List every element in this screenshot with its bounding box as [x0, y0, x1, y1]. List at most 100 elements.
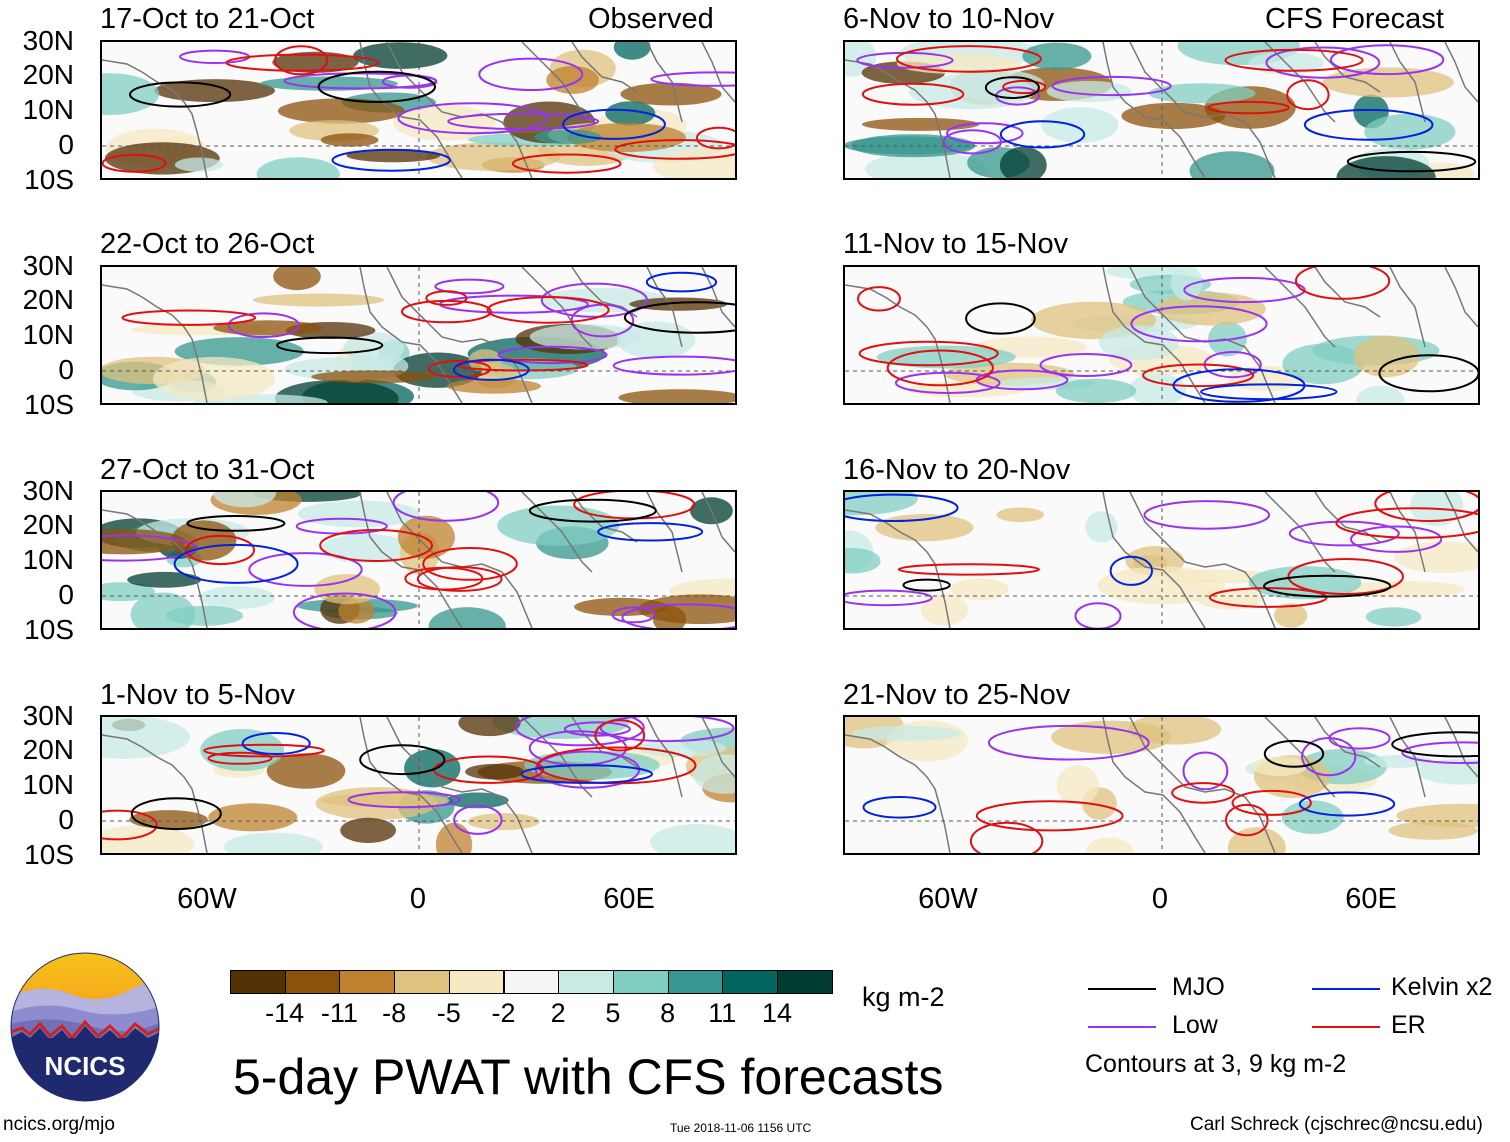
- y-tick: 10N: [22, 769, 74, 800]
- pwat-anomaly-blob: [428, 607, 506, 628]
- pwat-anomaly-blob: [1251, 756, 1308, 777]
- pwat-anomaly-blob: [213, 492, 277, 508]
- low-contour: [434, 278, 505, 295]
- mjo-contour: [902, 578, 951, 592]
- contours-note: Contours at 3, 9 kg m-2: [1085, 1050, 1347, 1078]
- map-panel-obs-2: [100, 265, 737, 405]
- low-contour: [1143, 500, 1271, 530]
- pwat-anomaly-blob: [321, 533, 411, 564]
- er-contour: [1207, 100, 1290, 115]
- pwat-anomaly-blob: [272, 51, 359, 73]
- pwat-anomaly-blob: [102, 582, 155, 602]
- pwat-anomaly-blob: [1086, 837, 1134, 853]
- map-panel-fcst-1-svg: [845, 42, 1478, 178]
- coastline: [1314, 267, 1381, 318]
- map-panel-obs-2-svg: [102, 267, 735, 403]
- panel-title-obs-3: 27-Oct to 31-Oct: [100, 454, 315, 486]
- pwat-anomaly-blob: [1041, 107, 1119, 143]
- pwat-anomaly-blob: [154, 79, 275, 103]
- low-contour: [1349, 525, 1443, 553]
- pwat-anomaly-blob: [446, 378, 541, 394]
- pwat-anomaly-blob: [851, 725, 961, 741]
- colorbar-unit: kg m-2: [862, 982, 945, 1012]
- pwat-anomaly-blob: [213, 320, 323, 336]
- low-contour: [1183, 276, 1306, 304]
- pwat-anomaly-blob: [174, 157, 224, 172]
- low-contour: [845, 589, 933, 607]
- er-contour: [422, 547, 518, 581]
- legend-line-er: [1312, 1026, 1380, 1028]
- colorbar-swatch: [339, 970, 396, 994]
- pwat-anomaly-blob: [999, 146, 1047, 178]
- low-contour: [946, 122, 1024, 145]
- pwat-anomaly-blob: [629, 297, 728, 311]
- kelvin-contour: [520, 764, 654, 784]
- low-contour: [1329, 44, 1445, 76]
- coastline: [646, 492, 683, 573]
- y-tick: 30N: [22, 25, 74, 56]
- pwat-anomaly-blob: [297, 500, 420, 528]
- legend-line-low: [1088, 1026, 1156, 1028]
- mjo-contour: [129, 81, 232, 108]
- panel-title-obs-2: 22-Oct to 26-Oct: [100, 228, 315, 260]
- map-panel-fcst-4: [843, 715, 1480, 855]
- y-tick: 20N: [22, 509, 74, 540]
- coastline: [1129, 492, 1276, 628]
- coastline: [1102, 717, 1206, 853]
- coastline: [521, 492, 593, 573]
- pwat-anomaly-blob: [198, 586, 275, 610]
- pwat-anomaly-blob: [458, 717, 521, 737]
- low-contour: [611, 606, 656, 624]
- colorbar-swatch: [230, 970, 286, 994]
- low-contour: [397, 102, 548, 135]
- legend-label-low: Low: [1172, 1011, 1218, 1039]
- map-panel-obs-4: [100, 715, 737, 855]
- y-tick: 20N: [22, 59, 74, 90]
- pwat-anomaly-blob: [320, 133, 379, 147]
- x-tick-right-0: 0: [1151, 883, 1169, 915]
- kelvin-contour: [452, 358, 530, 381]
- map-panel-fcst-3: [843, 490, 1480, 630]
- mjo-contour: [1391, 731, 1478, 758]
- coastline: [1389, 42, 1426, 123]
- x-tick-left-60w: 60W: [177, 883, 237, 915]
- low-contour: [1182, 751, 1229, 791]
- pwat-anomaly-blob: [340, 817, 396, 843]
- coastline: [102, 734, 208, 853]
- y-tick: 0: [58, 804, 74, 835]
- low-contour: [392, 492, 500, 522]
- pwat-anomaly-blob: [845, 548, 881, 574]
- y-tick: 10N: [22, 94, 74, 125]
- pwat-anomaly-blob: [223, 832, 323, 853]
- pwat-anomaly-blob: [1121, 102, 1226, 129]
- pwat-anomaly-blob: [1099, 325, 1179, 361]
- low-contour: [1301, 736, 1357, 777]
- legend-line-kelvin: [1312, 988, 1380, 990]
- pwat-anomaly-blob: [620, 82, 722, 106]
- er-contour: [207, 751, 273, 765]
- pwat-anomaly-blob: [875, 514, 974, 542]
- coastline: [701, 492, 735, 553]
- low-contour: [1039, 353, 1133, 377]
- pwat-anomaly-blob: [638, 594, 735, 624]
- map-panel-obs-4-svg: [102, 717, 735, 853]
- coastline: [1444, 717, 1478, 778]
- mjo-contour: [359, 744, 446, 776]
- pwat-anomaly-blob: [618, 389, 735, 403]
- er-contour: [121, 309, 257, 326]
- colorbar-swatch: [612, 970, 669, 994]
- pwat-anomaly-blob: [1055, 378, 1137, 403]
- pwat-anomaly-blob: [338, 598, 375, 624]
- y-tick: 10N: [22, 319, 74, 350]
- er-contour: [537, 746, 697, 785]
- er-contour: [1286, 79, 1330, 111]
- er-contour: [185, 534, 255, 566]
- pwat-anomaly-blob: [314, 574, 381, 605]
- x-tick-left-60e: 60E: [603, 883, 655, 915]
- pwat-anomaly-blob: [920, 593, 969, 626]
- footer-url[interactable]: ncics.org/mjo: [3, 1114, 115, 1135]
- y-tick: 20N: [22, 284, 74, 315]
- kelvin-contour: [862, 796, 937, 819]
- pwat-anomaly-blob: [1364, 755, 1433, 768]
- pwat-anomaly-blob: [252, 293, 385, 307]
